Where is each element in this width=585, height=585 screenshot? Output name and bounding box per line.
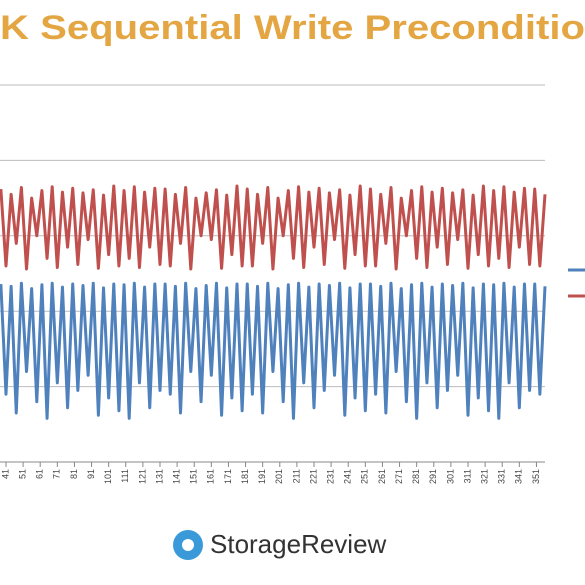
x-tick-label: 171 — [223, 469, 233, 484]
x-tick-label: 191 — [257, 469, 267, 484]
x-tick-label: 121 — [137, 469, 147, 484]
x-tick-label: 181 — [240, 469, 250, 484]
x-tick-label: 61 — [35, 469, 45, 479]
x-tick-label: 291 — [428, 469, 438, 484]
series-line — [0, 184, 547, 271]
x-tick-label: 71 — [52, 469, 62, 479]
x-tick-label: 101 — [103, 469, 113, 484]
x-tick-label: 211 — [291, 469, 301, 483]
x-tick-label: 131 — [154, 469, 164, 484]
x-tick-label: 261 — [377, 469, 387, 484]
x-tick-label: 311 — [462, 469, 472, 483]
x-tick-label: 251 — [360, 469, 370, 484]
series-line — [0, 281, 547, 420]
x-tick-label: 341 — [514, 469, 524, 484]
x-tick-label: 331 — [497, 469, 507, 484]
logo-icon-inner — [182, 539, 194, 551]
x-tick-label: 351 — [531, 469, 541, 484]
x-tick-label: 41 — [0, 469, 10, 479]
x-tick-label: 281 — [411, 469, 421, 484]
x-tick-label: 301 — [445, 469, 455, 484]
watermark-logo: StorageReview — [173, 529, 387, 560]
x-tick-label: 201 — [274, 469, 284, 484]
x-tick-label: 161 — [206, 469, 216, 484]
x-tick-label: 271 — [394, 469, 404, 484]
x-tick-label: 111 — [120, 469, 130, 483]
x-tick-label: 81 — [69, 469, 79, 479]
x-tick-label: 51 — [17, 469, 27, 479]
chart-title: K Sequential Write Preconditio — [0, 9, 585, 47]
x-tick-label: 91 — [86, 469, 96, 479]
x-tick-label: 151 — [189, 469, 199, 484]
x-tick-label: 221 — [308, 469, 318, 484]
x-tick-label: 321 — [479, 469, 489, 484]
x-tick-label: 141 — [171, 469, 181, 484]
x-tick-label: 241 — [343, 469, 353, 484]
watermark-text: StorageReview — [210, 529, 387, 559]
x-tick-label: 231 — [325, 469, 335, 484]
